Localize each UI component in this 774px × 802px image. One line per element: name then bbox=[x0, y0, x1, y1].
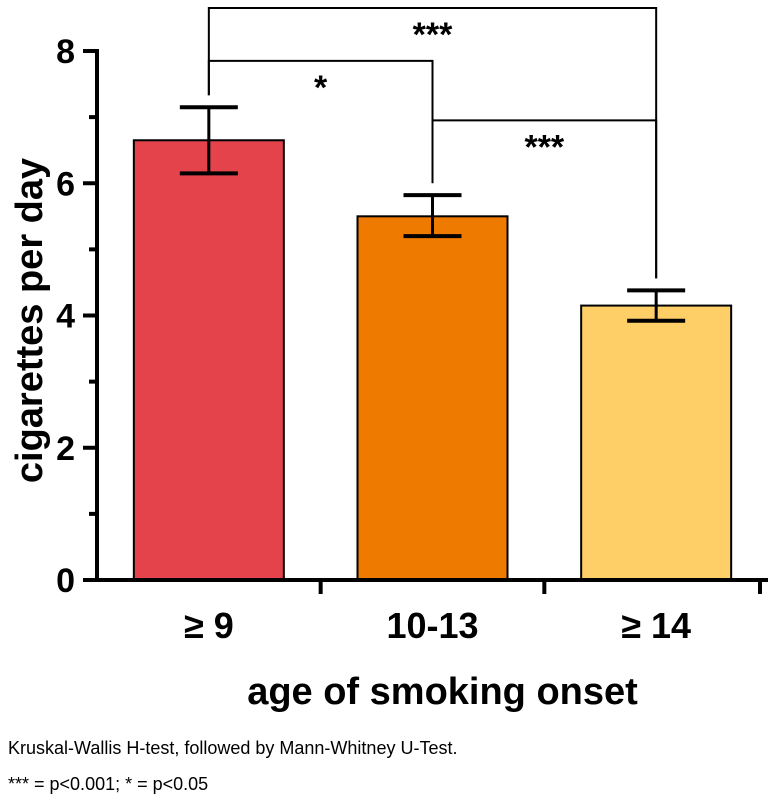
x-category-label: ≥ 14 bbox=[621, 605, 691, 646]
y-tick-label: 8 bbox=[56, 33, 75, 71]
y-tick-label: 4 bbox=[56, 298, 75, 336]
ticks-layer: 0 2 4 6 8 ≥ 9 10-13 ≥ 14 bbox=[56, 33, 762, 646]
y-tick-label: 0 bbox=[56, 562, 75, 600]
significance-label: * bbox=[314, 69, 328, 107]
significance-bracket bbox=[431, 119, 658, 279]
bar bbox=[132, 139, 285, 582]
y-tick-label: 2 bbox=[56, 430, 75, 468]
y-axis-title: cigarettes per day bbox=[9, 158, 51, 483]
footnote-test-description: Kruskal-Wallis H-test, followed by Mann-… bbox=[8, 738, 458, 758]
x-category-label: ≥ 9 bbox=[184, 605, 234, 646]
significance-label: *** bbox=[524, 128, 564, 166]
error-bars-layer bbox=[179, 105, 686, 323]
significance-label: *** bbox=[413, 16, 453, 54]
x-category-label: 10-13 bbox=[386, 605, 478, 646]
x-axis-title: age of smoking onset bbox=[247, 671, 638, 713]
bar bbox=[580, 304, 733, 581]
y-tick-label: 6 bbox=[56, 165, 75, 203]
bar bbox=[356, 215, 509, 581]
footnote-significance-legend: *** = p<0.001; * = p<0.05 bbox=[8, 774, 209, 794]
significance-layer: ******* bbox=[207, 7, 658, 279]
